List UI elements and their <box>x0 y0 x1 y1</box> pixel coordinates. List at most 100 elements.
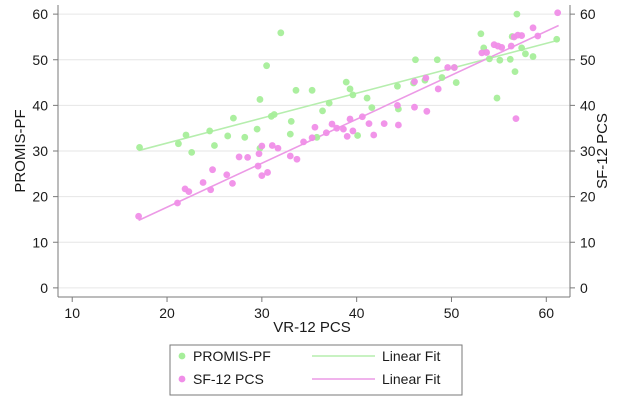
sf12-pcs-point <box>450 64 458 71</box>
y-tick-label-left: 60 <box>32 6 48 22</box>
sf12-pcs-point <box>423 107 431 115</box>
promis-pf-point <box>286 130 294 138</box>
promis-pf-point <box>253 125 261 133</box>
y-tick-label-right: 50 <box>580 52 596 68</box>
sf12-pcs-point <box>322 129 330 137</box>
x-tick-label: 60 <box>539 305 555 321</box>
sf12-pcs-point <box>244 153 252 161</box>
promis-pf-point <box>241 133 249 141</box>
y-tick-label-left: 10 <box>32 234 48 250</box>
x-tick-label: 50 <box>444 305 460 321</box>
sf12-pcs-point <box>365 120 373 128</box>
sf12-pcs-point <box>223 171 231 179</box>
sf12-pcs-point <box>394 121 402 129</box>
legend-label-linear-fit: Linear Fit <box>382 371 440 387</box>
sf12-pcs-point <box>255 150 263 158</box>
legend-box <box>169 344 463 396</box>
promis-pf-point <box>511 68 519 76</box>
promis-pf-point <box>270 111 278 118</box>
promis-pf-point <box>256 96 264 103</box>
promis-pf-point <box>287 117 295 125</box>
sf12-pcs-point <box>258 142 266 150</box>
promis-pf-point <box>277 29 285 37</box>
sf12-pcs-fit-line <box>138 24 559 222</box>
sf12-pcs-point <box>358 113 366 121</box>
sf12-pcs-point <box>422 74 430 82</box>
sf12-pcs-point <box>529 24 537 32</box>
y-tick-label-right: 30 <box>580 143 596 159</box>
gridlines <box>58 13 570 289</box>
sf12-pcs-point <box>328 120 336 128</box>
sf12-pcs-point <box>444 64 452 71</box>
legend-label-promis-pf: PROMIS-PF <box>193 348 271 364</box>
data-points <box>135 9 562 220</box>
legend-label-sf-12-pcs: SF-12 PCS <box>193 371 264 387</box>
promis-pf-point <box>452 79 460 86</box>
promis-pf-point <box>182 131 190 139</box>
promis-pf-point <box>354 132 362 139</box>
sf12-pcs-point <box>199 179 207 186</box>
promis-pf-point <box>496 56 504 64</box>
sf12-pcs-point <box>339 125 347 133</box>
promis-pf-point <box>493 94 501 102</box>
promis-pf-point <box>206 127 214 135</box>
tick-labels: 0 0 10 10 20 20 30 30 40 40 50 50 60 60 10 20 30 40 50 60 <box>32 6 595 321</box>
y-axis-title-left: PROMIS-PF <box>12 109 29 192</box>
y-tick-label-left: 40 <box>32 97 48 113</box>
sf12-pcs-point <box>286 152 294 160</box>
promis-pf-point <box>325 99 333 107</box>
sf12-pcs-point <box>293 155 301 163</box>
promis-pf-point <box>433 56 441 64</box>
sf12-pcs-point <box>274 144 282 152</box>
x-tick-label: 10 <box>64 305 80 321</box>
sf12-pcs-point <box>229 179 236 187</box>
sf12-pcs-point <box>411 103 418 111</box>
sf12-pcs-point <box>174 199 181 207</box>
sf12-pcs-point <box>207 186 215 194</box>
y-tick-label-right: 40 <box>580 97 596 113</box>
promis-pf-point <box>486 55 493 63</box>
sf12-pcs-point <box>300 138 307 146</box>
promis-pf-point <box>224 132 232 140</box>
promis-pf-point <box>438 74 446 81</box>
promis-pf-point <box>518 44 526 52</box>
sf12-pcs-point <box>411 78 418 86</box>
y-tick-label-right: 20 <box>580 189 596 205</box>
sf12-pcs-point <box>349 127 357 135</box>
promis-pf-point <box>506 55 514 63</box>
x-axis-title: VR-12 PCS <box>273 319 351 336</box>
sf12-pcs-point <box>308 134 316 142</box>
promis-pf-point <box>342 78 350 86</box>
sf12-pcs-point <box>554 9 562 17</box>
promis-pf-point <box>522 50 529 58</box>
sf12-pcs-point <box>235 153 243 161</box>
legend: PROMIS-PF Linear Fit SF-12 PCS Linear Fit <box>169 344 463 396</box>
y-tick-label-right: 60 <box>580 6 596 22</box>
promis-pf-point <box>513 10 521 18</box>
promis-pf-point <box>308 86 316 94</box>
promis-pf-point <box>263 62 270 70</box>
promis-pf-point <box>349 91 357 99</box>
promis-pf-point <box>412 56 419 64</box>
sf12-pcs-point <box>333 124 341 132</box>
sf12-pcs-point <box>380 120 388 128</box>
promis-pf-point <box>368 104 376 112</box>
promis-pf-point <box>230 114 237 122</box>
sf12-pcs-point <box>311 123 319 131</box>
sf12-pcs-point <box>483 49 490 56</box>
promis-pf-point <box>346 85 354 93</box>
sf12-pcs-point <box>343 133 351 140</box>
legend-marker-sf-12-pcs <box>178 375 186 383</box>
promis-pf-point <box>319 107 326 115</box>
x-tick-label: 40 <box>349 305 365 321</box>
promis-pf-point <box>175 140 182 148</box>
y-tick-label-left: 30 <box>32 143 48 159</box>
sf12-pcs-point <box>135 212 142 220</box>
sf12-pcs-point <box>209 166 216 174</box>
sf12-pcs-point <box>258 172 266 180</box>
sf12-pcs-point <box>185 188 193 196</box>
sf12-pcs-point <box>370 131 378 139</box>
sf12-pcs-point <box>498 44 506 51</box>
promis-pf-point <box>188 148 196 156</box>
y-tick-label-left: 0 <box>40 280 48 296</box>
